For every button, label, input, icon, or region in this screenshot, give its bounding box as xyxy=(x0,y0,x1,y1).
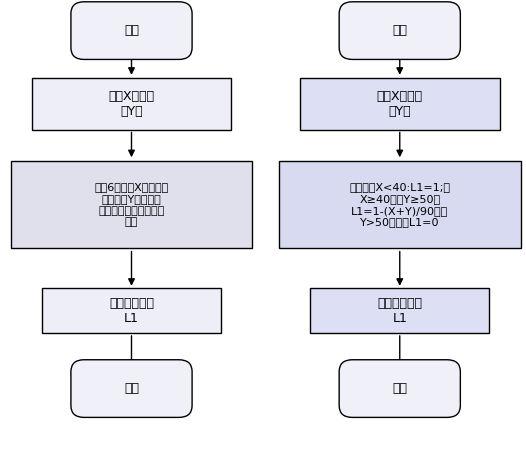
Text: 结束: 结束 xyxy=(124,382,139,395)
Text: 开始: 开始 xyxy=(124,24,139,37)
FancyBboxPatch shape xyxy=(11,161,252,249)
Text: 输入X值，输
入Y值: 输入X值，输 入Y值 xyxy=(108,89,155,118)
FancyBboxPatch shape xyxy=(339,360,460,417)
FancyBboxPatch shape xyxy=(42,288,221,333)
FancyBboxPatch shape xyxy=(300,78,500,130)
FancyBboxPatch shape xyxy=(71,360,192,417)
Text: 查图6：找到X值所属区
间；找到Y值所属区
间；查找到对应的降额
系数: 查图6：找到X值所属区 间；找到Y值所属区 间；查找到对应的降额 系数 xyxy=(94,182,169,227)
Text: 输出降额系数
L1: 输出降额系数 L1 xyxy=(377,297,422,325)
Text: 结束: 结束 xyxy=(392,382,407,395)
FancyBboxPatch shape xyxy=(339,2,460,59)
FancyBboxPatch shape xyxy=(71,2,192,59)
Text: 输入X值，输
入Y值: 输入X值，输 入Y值 xyxy=(377,89,423,118)
Text: 计算：当X<40:L1=1;当
X≥40：当Y≥50，
L1=1-(X+Y)/90，当
Y>50，输出L1=0: 计算：当X<40:L1=1;当 X≥40：当Y≥50， L1=1-(X+Y)/9… xyxy=(349,182,450,227)
FancyBboxPatch shape xyxy=(32,78,231,130)
FancyBboxPatch shape xyxy=(279,161,521,249)
Text: 开始: 开始 xyxy=(392,24,407,37)
FancyBboxPatch shape xyxy=(310,288,489,333)
Text: 输出降额系数
L1: 输出降额系数 L1 xyxy=(109,297,154,325)
